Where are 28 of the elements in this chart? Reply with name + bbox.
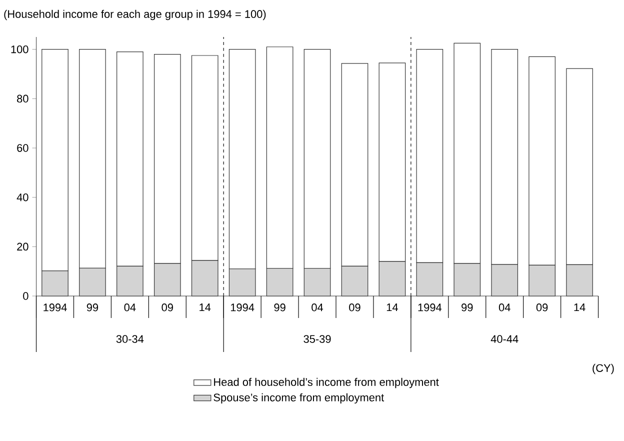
x-tick-label: 1994 — [44, 304, 67, 312]
text: 35-39 — [304, 335, 331, 343]
legend-label: Spouse’s income from employment — [214, 393, 384, 404]
text: (CY) — [592, 364, 614, 374]
x-tick-label: 1994 — [418, 304, 442, 312]
y-axis-title: (Household income for each age group in 1994 = 100) — [4, 10, 266, 20]
x-tick-label: 04 — [498, 304, 510, 312]
text: 40-44 — [490, 335, 518, 343]
y-tick-label: 0 — [23, 292, 28, 300]
x-tick-label: 09 — [349, 304, 360, 312]
x-tick-label: 1994 — [230, 304, 254, 312]
x-tick-label: 04 — [312, 304, 324, 312]
x-tick-label: 04 — [124, 304, 136, 312]
legend-label: Head of household’s income from employment — [214, 378, 439, 388]
y-tick-label: 20 — [17, 242, 28, 251]
x-tick-label: 14 — [574, 304, 586, 312]
text: 30-34 — [116, 335, 144, 343]
x-tick-label: 09 — [162, 304, 173, 312]
x-tick-label: 14 — [386, 304, 398, 312]
x-tick-label: 99 — [86, 304, 98, 312]
x-tick-label: 99 — [274, 304, 286, 312]
y-tick-label: 60 — [17, 144, 28, 152]
x-tick-label: 14 — [200, 304, 211, 312]
y-tick-label: 80 — [17, 94, 28, 103]
y-tick-label: 100 — [11, 45, 28, 54]
y-tick-label: 40 — [16, 193, 28, 202]
x-tick-label: 09 — [536, 304, 548, 312]
x-tick-label: 99 — [462, 304, 473, 312]
